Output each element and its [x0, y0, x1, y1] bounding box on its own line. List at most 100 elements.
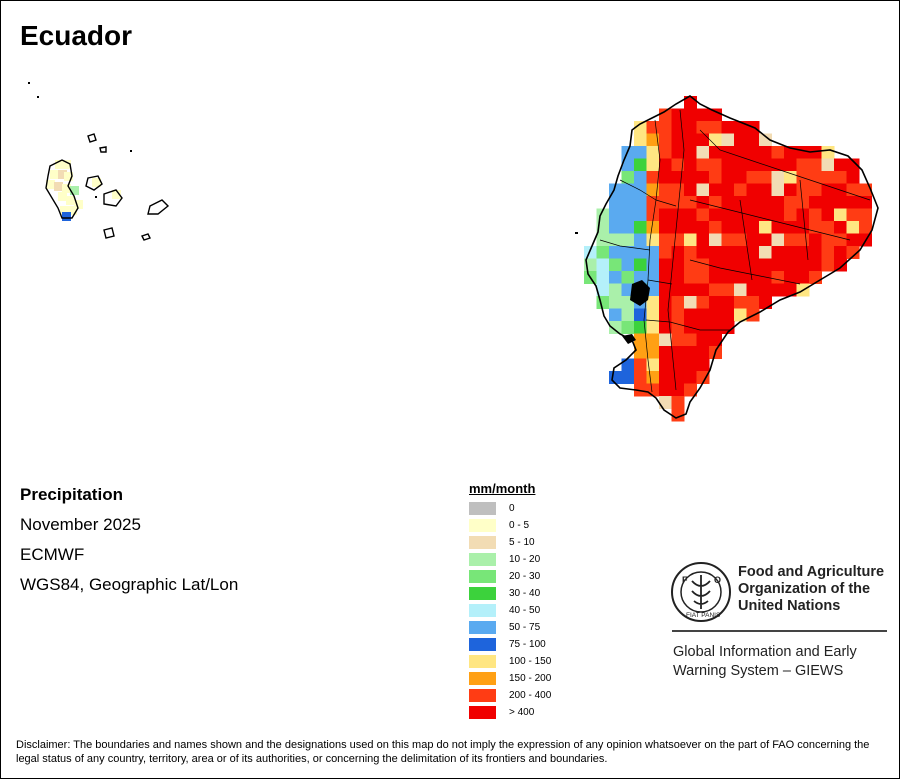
- precipitation-cell: [834, 171, 847, 184]
- precipitation-cell: [671, 246, 685, 259]
- precipitation-cell: [734, 133, 747, 147]
- precipitation-cell: [696, 308, 710, 322]
- precipitation-cell: [696, 271, 710, 284]
- precipitation-cell: [771, 233, 785, 247]
- precipitation-cell: [684, 258, 697, 272]
- precipitation-cell: [634, 346, 647, 359]
- legend-classes: 0 0 - 5 5 - 10 10 - 20 20 - 30 30 - 40 40 - 50…: [469, 500, 551, 721]
- precipitation-cell: [746, 171, 760, 184]
- precipitation-map: [28, 82, 879, 422]
- precipitation-cell: [66, 196, 75, 205]
- precipitation-cell: [634, 371, 647, 384]
- giews-line-1: Global Information and Early: [673, 644, 857, 660]
- precipitation-cell: [746, 196, 760, 209]
- precipitation-cell: [684, 333, 697, 347]
- precipitation-cell: [112, 190, 121, 199]
- precipitation-cell: [646, 358, 660, 372]
- legend-label: 0: [509, 503, 515, 514]
- precipitation-cell: [684, 296, 697, 309]
- precipitation-cell: [771, 146, 785, 159]
- precipitation-cell: [771, 283, 785, 297]
- precipitation-cell: [671, 171, 685, 184]
- precipitation-cell: [50, 170, 59, 179]
- precipitation-cell: [771, 183, 785, 197]
- precipitation-cell: [809, 246, 822, 259]
- precipitation-cell: [709, 158, 722, 172]
- precipitation-cell: [746, 208, 760, 222]
- precipitation-cell: [734, 271, 747, 284]
- precipitation-cell: [671, 258, 685, 272]
- precipitation-cell: [671, 133, 685, 147]
- precipitation-cell: [696, 183, 710, 197]
- org-line-2: Organization of the: [738, 581, 871, 597]
- precipitation-cell: [696, 121, 710, 134]
- precipitation-cell: [684, 221, 697, 234]
- legend-class: 20 - 30: [469, 568, 551, 585]
- legend-label: 75 - 100: [509, 639, 546, 650]
- precipitation-cell: [646, 321, 660, 334]
- precipitation-cell: [784, 258, 797, 272]
- precipitation-cell: [684, 183, 697, 197]
- precipitation-cell: [759, 246, 772, 259]
- precipitation-cell: [721, 208, 735, 222]
- precipitation-cell: [646, 383, 660, 397]
- precipitation-cell: [821, 258, 835, 272]
- galapagos-islands-outline: [45, 133, 170, 241]
- precipitation-cell: [646, 158, 660, 172]
- precipitation-cell: [634, 208, 647, 222]
- precipitation-cell: [721, 121, 735, 134]
- precipitation-cell: [659, 208, 672, 222]
- precipitation-cell: [609, 371, 622, 384]
- precipitation-cell: [846, 246, 860, 259]
- precipitation-cell: [671, 308, 685, 322]
- precipitation-cell: [821, 196, 835, 209]
- precipitation-cell: [659, 158, 672, 172]
- precipitation-cell: [821, 171, 835, 184]
- precipitation-cell: [684, 358, 697, 372]
- projection-label: WGS84, Geographic Lat/Lon: [20, 575, 239, 594]
- precipitation-cell: [746, 296, 760, 309]
- precipitation-cell: [784, 171, 797, 184]
- precipitation-cell: [821, 208, 835, 222]
- precipitation-cell: [796, 233, 810, 247]
- precipitation-cell: [709, 283, 722, 297]
- precipitation-cell: [646, 171, 660, 184]
- precipitation-cell: [634, 121, 647, 134]
- precipitation-cell: [671, 383, 685, 397]
- precipitation-cell: [709, 171, 722, 184]
- puna-island: [630, 280, 650, 306]
- precipitation-cell: [721, 271, 735, 284]
- precipitation-cell: [821, 221, 835, 234]
- precipitation-cell: [621, 271, 635, 284]
- precipitation-cell: [834, 258, 847, 272]
- disclaimer: Disclaimer: The boundaries and names sho…: [16, 739, 870, 765]
- precipitation-cell: [609, 196, 622, 209]
- precipitation-cell: [721, 283, 735, 297]
- precipitation-cell: [771, 196, 785, 209]
- precipitation-cell: [709, 258, 722, 272]
- precipitation-cell: [659, 371, 672, 384]
- precipitation-cell: [759, 171, 772, 184]
- precipitation-cell: [646, 246, 660, 259]
- precipitation-cell: [696, 233, 710, 247]
- precipitation-cell: [721, 171, 735, 184]
- precipitation-cell: [62, 212, 71, 221]
- legend-class: 5 - 10: [469, 534, 551, 551]
- precipitation-cell: [734, 183, 747, 197]
- map-title: Ecuador: [20, 20, 133, 51]
- precipitation-cell: [834, 233, 847, 247]
- legend-label: 150 - 200: [509, 673, 552, 684]
- precipitation-cell: [696, 296, 710, 309]
- precipitation-cell: [659, 271, 672, 284]
- precipitation-cell: [721, 233, 735, 247]
- precipitation-cell: [709, 271, 722, 284]
- precipitation-cell: [684, 146, 697, 159]
- precipitation-cell: [746, 258, 760, 272]
- precipitation-cell: [646, 233, 660, 247]
- legend-swatch: [469, 502, 496, 515]
- precipitation-cell: [746, 133, 760, 147]
- precipitation-cell: [684, 383, 697, 397]
- precipitation-cell: [696, 158, 710, 172]
- precipitation-cell: [671, 333, 685, 347]
- legend-label: 50 - 75: [509, 622, 541, 633]
